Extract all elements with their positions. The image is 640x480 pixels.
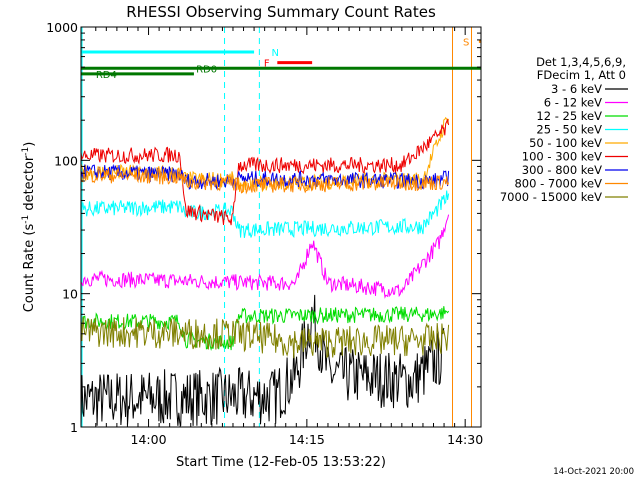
y-axis-label-sup1: -1 bbox=[21, 215, 31, 224]
y-tick-label: 10 bbox=[62, 287, 78, 302]
legend-label-3-6-kev: 3 - 6 keV bbox=[551, 82, 602, 96]
series-line-12-25-kev bbox=[80, 306, 450, 351]
axis-ticks: 14:00 14:15 14:30 1 10 100 1000 bbox=[46, 20, 483, 447]
legend-header-line-1: Det 1,3,4,5,6,9, bbox=[536, 55, 626, 69]
y-axis-label-mid: detector bbox=[22, 155, 37, 215]
legend-header-line-2: FDecim 1, Att 0 bbox=[537, 68, 626, 82]
flag-label-rd0: RD0 bbox=[196, 64, 217, 75]
legend-label-7000-15000-kev: 7000 - 15000 keV bbox=[500, 190, 602, 204]
legend-label-50-100-kev: 50 - 100 keV bbox=[529, 136, 602, 150]
series-line-100-300-kev bbox=[80, 118, 450, 226]
series-line-800-7000-kev bbox=[80, 167, 450, 195]
legend-label-25-50-kev: 25 - 50 keV bbox=[536, 123, 602, 137]
flag-label-rd4: RD4 bbox=[96, 70, 117, 81]
plot-frame bbox=[80, 26, 482, 428]
x-tick-label: 14:30 bbox=[447, 432, 483, 447]
y-axis-label-sup2: -1 bbox=[21, 147, 31, 156]
legend-label-100-300-kev: 100 - 300 keV bbox=[522, 150, 602, 164]
x-tick-label: 14:15 bbox=[289, 432, 325, 447]
series-lines bbox=[80, 116, 450, 427]
legend-label-6-12-kev: 6 - 12 keV bbox=[544, 96, 602, 110]
plot-area: NF S RD0 RD4 bbox=[80, 27, 481, 427]
footer-date: 14-Oct-2021 20:00 bbox=[553, 467, 634, 477]
series-line-7000-15000-kev bbox=[80, 316, 450, 359]
flag-bars: NF S RD0 RD4 bbox=[81, 37, 481, 81]
flag-label-n: N bbox=[271, 48, 278, 59]
y-tick-label: 1000 bbox=[46, 20, 78, 35]
series-line-6-12-kev bbox=[80, 214, 450, 299]
y-axis-label-main: Count Rate (s bbox=[22, 224, 37, 313]
flag-label-s: S bbox=[463, 37, 469, 48]
flag-vertical-lines bbox=[81, 27, 473, 427]
y-tick-label: 100 bbox=[54, 153, 78, 168]
x-tick-label: 14:00 bbox=[131, 432, 167, 447]
series-line-3-6-kev bbox=[80, 294, 445, 427]
x-axis-label: Start Time (12-Feb-05 13:53:22) bbox=[176, 455, 386, 470]
legend-label-12-25-kev: 12 - 25 keV bbox=[536, 109, 602, 123]
chart-title: RHESSI Observing Summary Count Rates bbox=[126, 3, 436, 21]
series-line-25-50-kev bbox=[80, 190, 450, 239]
legend-label-300-800-kev: 300 - 800 keV bbox=[522, 163, 602, 177]
flag-label-f: F bbox=[264, 59, 270, 70]
y-axis-label-end: ) bbox=[22, 142, 37, 147]
y-tick-label: 1 bbox=[70, 420, 78, 435]
legend: Det 1,3,4,5,6,9, FDecim 1, Att 0 3 - 6 k… bbox=[500, 55, 628, 204]
legend-label-800-7000-kev: 800 - 7000 keV bbox=[514, 177, 602, 191]
y-axis-label: Count Rate (s-1 detector-1) bbox=[21, 142, 37, 313]
